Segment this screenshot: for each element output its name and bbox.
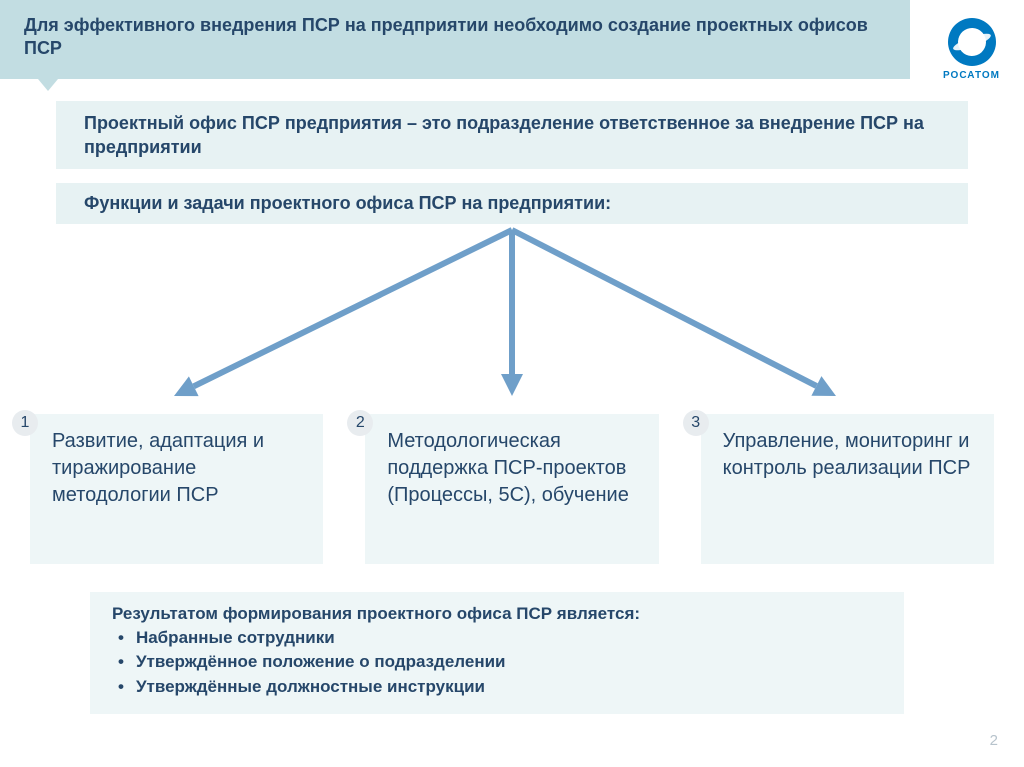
arrow-head-2: [501, 374, 523, 396]
arrows-region: [56, 224, 968, 414]
logo-circle-icon: [948, 18, 996, 66]
logo: РОСАТОМ: [943, 18, 1000, 81]
page-title: Для эффективного внедрения ПСР на предпр…: [24, 14, 886, 61]
functions-band: Функции и задачи проектного офиса ПСР на…: [56, 183, 968, 223]
results-item: Набранные сотрудники: [118, 626, 882, 651]
results-title: Результатом формирования проектного офис…: [112, 604, 882, 624]
column-3: 3Управление, мониторинг и контроль реали…: [701, 414, 994, 564]
results-item: Утверждённое положение о подразделении: [118, 650, 882, 675]
arrow-line-3: [512, 230, 816, 386]
column-badge-2: 2: [347, 410, 373, 436]
column-1: 1Развитие, адаптация и тиражирование мет…: [30, 414, 323, 564]
columns-row: 1Развитие, адаптация и тиражирование мет…: [30, 414, 994, 564]
logo-label: РОСАТОМ: [943, 70, 1000, 81]
results-box: Результатом формирования проектного офис…: [90, 592, 904, 714]
results-list: Набранные сотрудникиУтверждённое положен…: [112, 626, 882, 700]
title-bar: Для эффективного внедрения ПСР на предпр…: [0, 0, 910, 79]
results-item: Утверждённые должностные инструкции: [118, 675, 882, 700]
arrow-line-1: [194, 230, 512, 386]
column-box-2: Методологическая поддержка ПСР-проектов …: [365, 414, 658, 564]
title-notch: [38, 79, 58, 91]
column-badge-1: 1: [12, 410, 38, 436]
arrows-svg: [56, 224, 968, 414]
column-box-1: Развитие, адаптация и тиражирование мето…: [30, 414, 323, 564]
column-badge-3: 3: [683, 410, 709, 436]
logo-inner-icon: [954, 24, 990, 60]
page-number: 2: [990, 732, 998, 749]
column-box-3: Управление, мониторинг и контроль реализ…: [701, 414, 994, 564]
column-2: 2Методологическая поддержка ПСР-проектов…: [365, 414, 658, 564]
definition-band: Проектный офис ПСР предприятия – это под…: [56, 101, 968, 170]
